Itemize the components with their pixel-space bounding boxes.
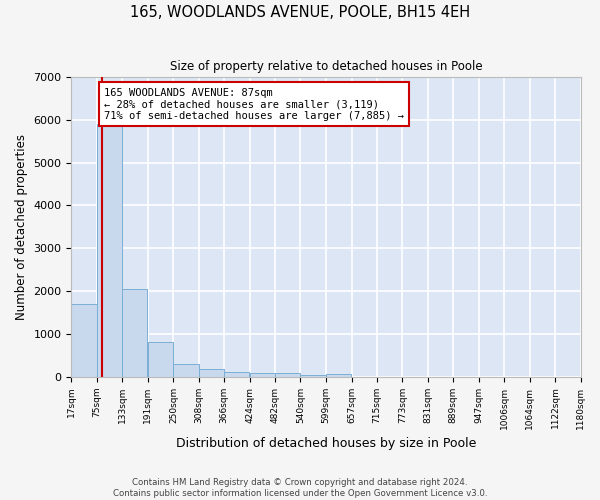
Bar bbox=[148, 342, 173, 377]
Bar bbox=[71, 304, 97, 377]
Text: Contains HM Land Registry data © Crown copyright and database right 2024.
Contai: Contains HM Land Registry data © Crown c… bbox=[113, 478, 487, 498]
Text: 165 WOODLANDS AVENUE: 87sqm
← 28% of detached houses are smaller (3,119)
71% of : 165 WOODLANDS AVENUE: 87sqm ← 28% of det… bbox=[104, 88, 404, 121]
Bar bbox=[250, 374, 275, 377]
Y-axis label: Number of detached properties: Number of detached properties bbox=[15, 134, 28, 320]
Bar bbox=[275, 372, 300, 377]
Bar bbox=[173, 364, 199, 377]
Text: 165, WOODLANDS AVENUE, POOLE, BH15 4EH: 165, WOODLANDS AVENUE, POOLE, BH15 4EH bbox=[130, 5, 470, 20]
Bar bbox=[224, 372, 250, 377]
Bar bbox=[199, 369, 224, 377]
Title: Size of property relative to detached houses in Poole: Size of property relative to detached ho… bbox=[170, 60, 482, 73]
Bar bbox=[301, 374, 326, 377]
Bar bbox=[97, 124, 122, 377]
Bar bbox=[122, 289, 148, 377]
X-axis label: Distribution of detached houses by size in Poole: Distribution of detached houses by size … bbox=[176, 437, 476, 450]
Bar bbox=[326, 374, 352, 377]
